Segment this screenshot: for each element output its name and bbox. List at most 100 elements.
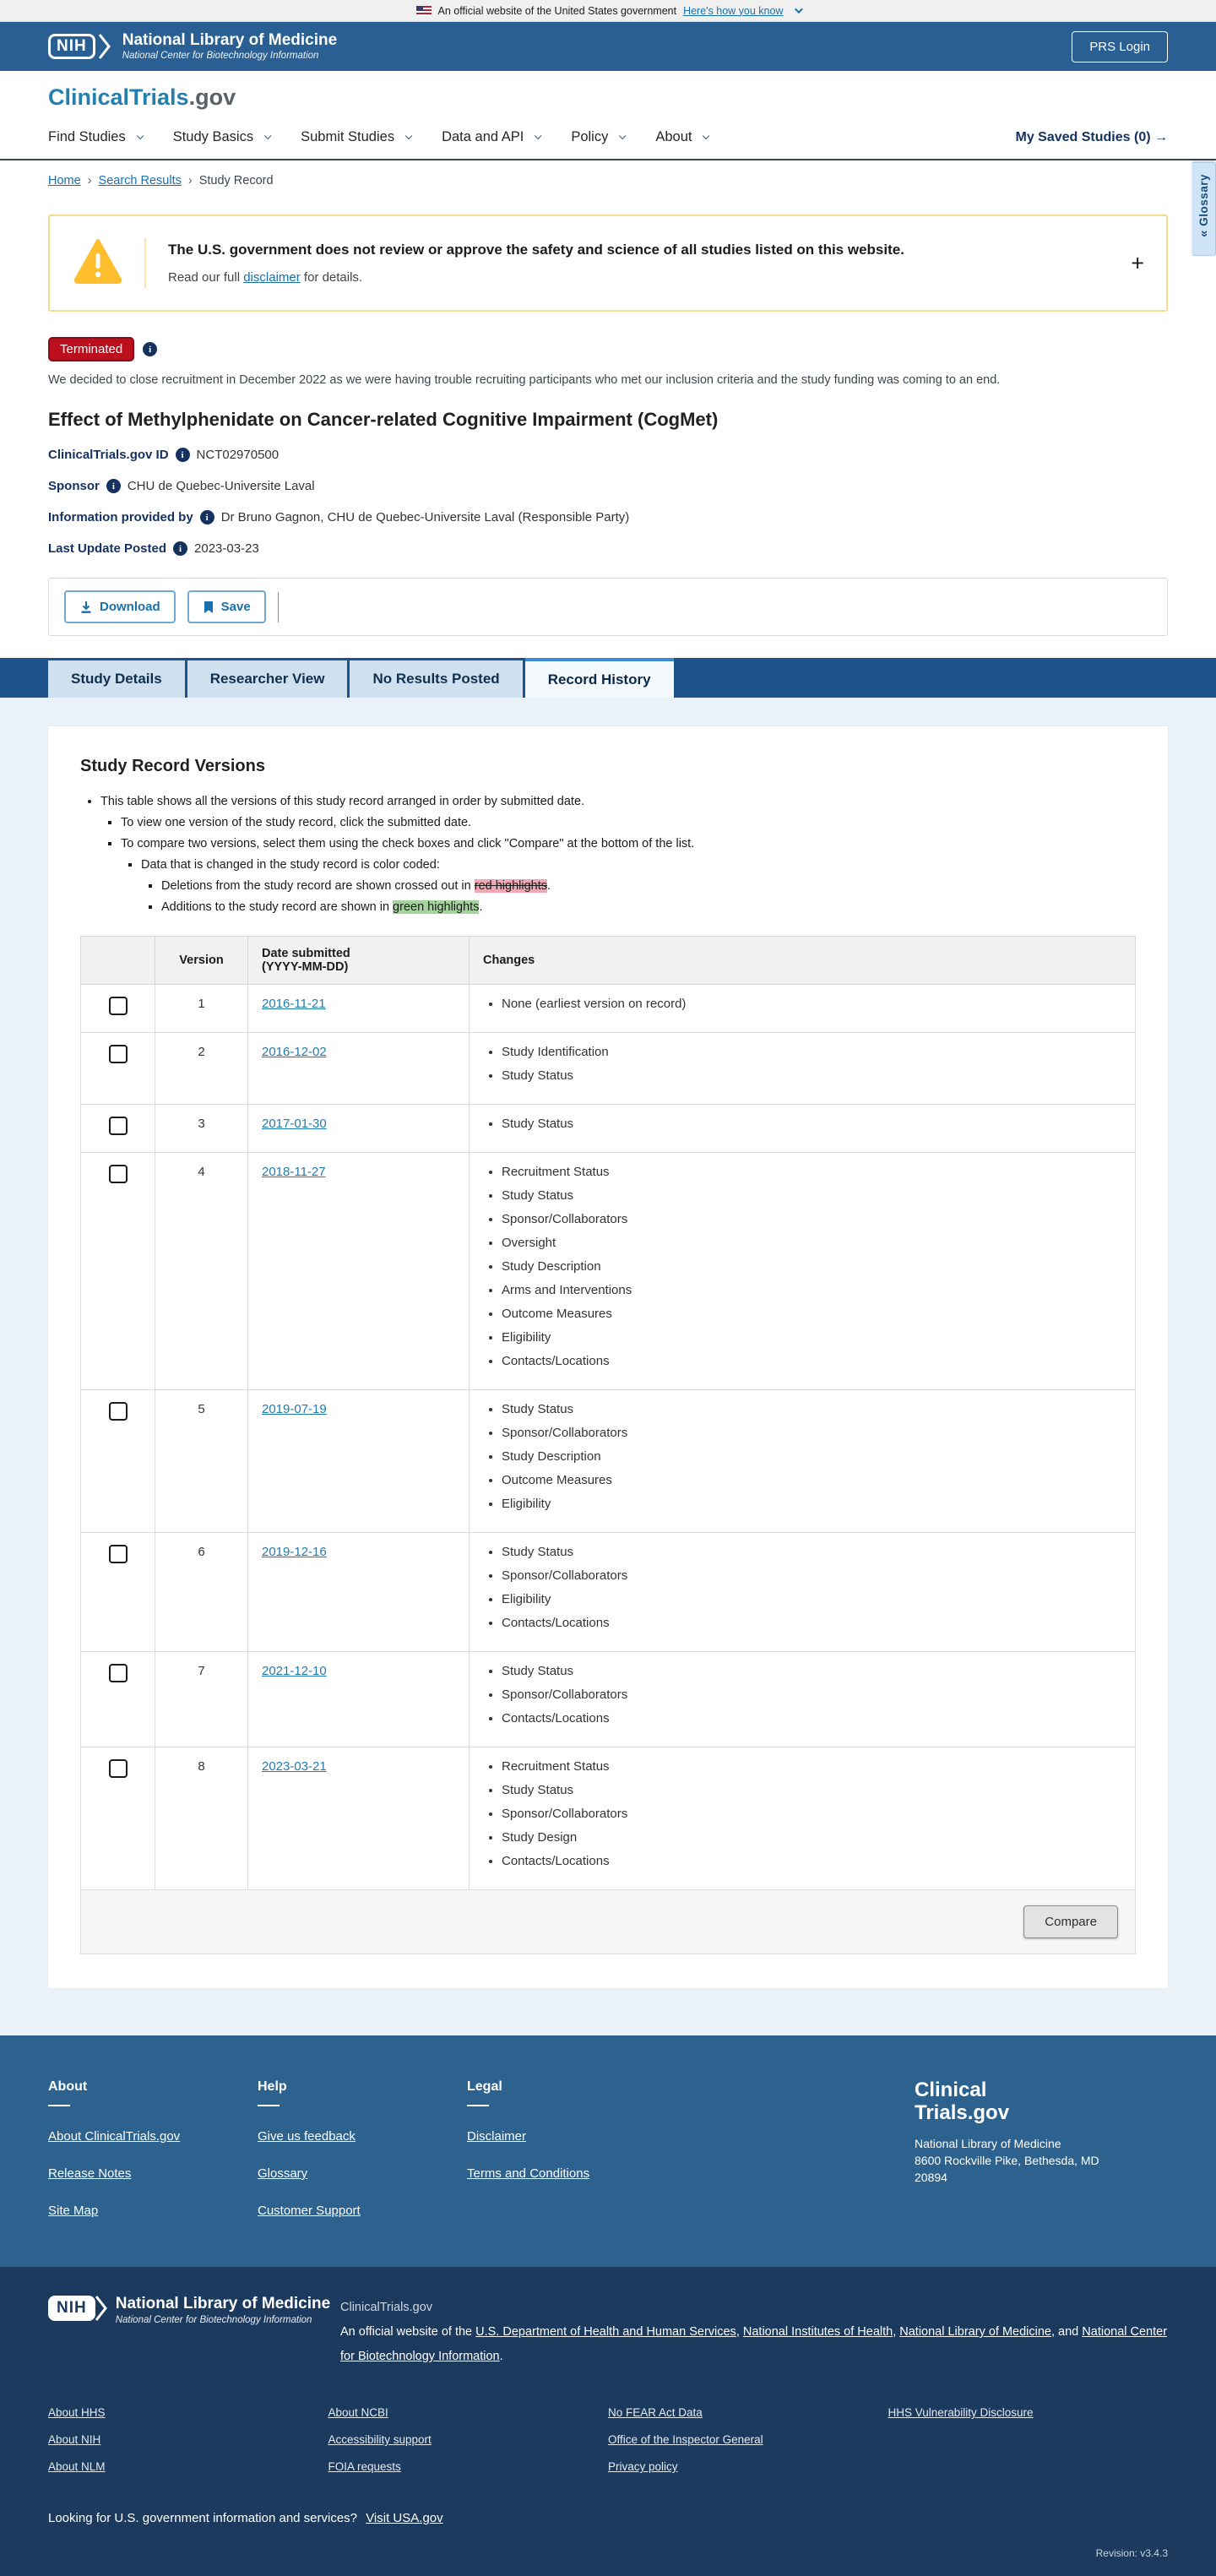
usa-gov-link[interactable]: Visit USA.gov (366, 2511, 443, 2525)
footer-link[interactable]: Site Map (48, 2204, 99, 2218)
footer-link[interactable]: About ClinicalTrials.gov (48, 2129, 181, 2144)
version-checkbox[interactable] (108, 1664, 128, 1682)
tab-no-results-posted[interactable]: No Results Posted (350, 660, 523, 698)
footer-link[interactable]: Glossary (258, 2166, 308, 2181)
nav-item[interactable]: Data and API (442, 129, 542, 145)
version-date-link[interactable]: 2019-12-16 (262, 1545, 327, 1559)
subfooter-link[interactable]: About NCBI (328, 2406, 388, 2419)
glossary-side-tab[interactable]: « Glossary (1192, 162, 1216, 256)
version-number-cell: 4 (155, 1152, 248, 1390)
study-id-label: ClinicalTrials.gov ID (48, 448, 169, 462)
disclaimer-link[interactable]: disclaimer (243, 270, 301, 285)
subfooter-link[interactable]: About NIH (48, 2433, 101, 2446)
info-icon[interactable]: i (173, 541, 188, 556)
chevron-down-icon[interactable] (794, 5, 803, 14)
expand-plus-icon[interactable]: + (1131, 250, 1144, 275)
hhs-link[interactable]: U.S. Department of Health and Human Serv… (475, 2325, 736, 2339)
version-date-link[interactable]: 2019-07-19 (262, 1402, 327, 1416)
nlm-link[interactable]: National Library of Medicine (899, 2325, 1051, 2339)
footer-column: About About ClinicalTrials.gov Release N… (48, 2079, 258, 2218)
info-icon[interactable]: i (199, 510, 214, 524)
nav-item[interactable]: Policy (571, 129, 627, 145)
subfooter-link[interactable]: FOIA requests (328, 2460, 401, 2473)
page-title: Effect of Methylphenidate on Cancer-rela… (48, 409, 719, 430)
subfooter-link[interactable]: About HHS (48, 2406, 106, 2419)
version-date-link[interactable]: 2016-12-02 (262, 1045, 327, 1059)
info-icon[interactable]: i (175, 448, 190, 462)
checkbox-cell (80, 1532, 155, 1652)
footer-link[interactable]: Release Notes (48, 2166, 132, 2181)
warning-body-suffix: for details. (300, 270, 363, 285)
footer-link[interactable]: Give us feedback (258, 2129, 356, 2144)
date-column-header: Date submitted (YYYY-MM-DD) (247, 936, 470, 985)
nav-item-label: About (655, 129, 692, 144)
footer-column-heading: Help (258, 2079, 287, 2094)
tab-study-details[interactable]: Study Details (48, 660, 185, 698)
info-icon[interactable]: i (143, 342, 158, 356)
info-icon[interactable]: i (106, 479, 121, 493)
site-logo[interactable]: ClinicalTrials.gov (48, 84, 1168, 111)
version-date-link[interactable]: 2023-03-21 (262, 1759, 327, 1774)
nav-item[interactable]: About (655, 129, 710, 145)
breadcrumb-separator: › (187, 174, 193, 187)
date-header-line2: (YYYY-MM-DD) (262, 960, 349, 974)
download-button[interactable]: Download (64, 590, 176, 623)
my-saved-studies-link[interactable]: My Saved Studies (0) → (1015, 129, 1169, 144)
nlm-logo-block[interactable]: NIH National Library of Medicine Nationa… (48, 2295, 340, 2369)
note-text: Data that is changed in the study record… (141, 858, 440, 872)
nih-link[interactable]: National Institutes of Health (742, 2325, 893, 2339)
chevron-down-icon (703, 132, 710, 139)
change-item: Eligibility (502, 1592, 1121, 1606)
compare-button[interactable]: Compare (1023, 1905, 1118, 1938)
subfooter-link[interactable]: Privacy policy (608, 2460, 678, 2473)
nav-item-label: Data and API (442, 129, 524, 144)
footer-link[interactable]: Customer Support (258, 2204, 361, 2218)
save-button[interactable]: Save (187, 590, 266, 623)
subfooter-link[interactable]: Office of the Inspector General (608, 2433, 763, 2446)
subfooter-link[interactable]: No FEAR Act Data (608, 2406, 703, 2419)
version-checkbox[interactable] (108, 1402, 128, 1421)
action-bar: Download Save (48, 578, 1168, 636)
versions-table-header-row: Version Date submitted (YYYY-MM-DD) Chan… (80, 936, 1136, 985)
version-checkbox[interactable] (108, 1165, 128, 1183)
breadcrumb: Home › Search Results › Study Record (0, 160, 1216, 196)
version-checkbox[interactable] (108, 1545, 128, 1563)
version-date-link[interactable]: 2017-01-30 (262, 1117, 327, 1131)
versions-notes: This table shows all the versions of thi… (80, 795, 1136, 914)
subfooter-link[interactable]: HHS Vulnerability Disclosure (888, 2406, 1034, 2419)
changes-cell: Recruitment Status Study Status Sponsor/… (469, 1152, 1136, 1390)
how-you-know-link[interactable]: Here's how you know (683, 4, 784, 17)
tab-record-history[interactable]: Record History (524, 658, 674, 698)
version-row: 3 2017-01-30 Study Status (80, 1104, 1136, 1153)
ncbi-link[interactable]: National Center for Biotechnology Inform… (340, 2325, 1168, 2363)
prs-login-button[interactable]: PRS Login (1072, 30, 1168, 62)
footer-heading-rule (467, 2105, 489, 2106)
subfooter-link-column: HHS Vulnerability Disclosure (888, 2406, 1169, 2487)
footer-link[interactable]: Disclaimer (467, 2129, 527, 2144)
version-date-link[interactable]: 2021-12-10 (262, 1664, 327, 1678)
version-row: 4 2018-11-27 Recruitment Status Study St… (80, 1152, 1136, 1390)
subfooter-link[interactable]: Accessibility support (328, 2433, 432, 2446)
nih-logo-chevron-icon (98, 34, 111, 59)
nav-item[interactable]: Find Studies (48, 129, 144, 145)
breadcrumb-search-results-link[interactable]: Search Results (98, 174, 182, 187)
version-checkbox[interactable] (108, 1045, 128, 1063)
version-checkbox[interactable] (108, 1759, 128, 1778)
version-date-link[interactable]: 2018-11-27 (262, 1165, 326, 1179)
note-text: This table shows all the versions of thi… (100, 795, 585, 808)
nav-item[interactable]: Submit Studies (301, 129, 413, 145)
nav-item[interactable]: Study Basics (173, 129, 272, 145)
change-item: Contacts/Locations (502, 1854, 1121, 1868)
footer-link[interactable]: Terms and Conditions (467, 2166, 590, 2181)
tab-researcher-view[interactable]: Researcher View (187, 660, 348, 698)
footer-address: National Library of Medicine 8600 Rockvi… (915, 2135, 1168, 2187)
save-button-label: Save (220, 600, 251, 614)
version-checkbox[interactable] (108, 1117, 128, 1135)
version-checkbox[interactable] (108, 997, 128, 1015)
usa-gov-row: Looking for U.S. government information … (48, 2511, 1168, 2525)
version-date-link[interactable]: 2016-11-21 (262, 997, 326, 1011)
breadcrumb-home-link[interactable]: Home (48, 174, 81, 187)
nih-logo[interactable]: NIH National Library of Medicine Nationa… (48, 31, 337, 61)
subfooter-link[interactable]: About NLM (48, 2460, 106, 2473)
record-history-section: Study Record Versions This table shows a… (0, 698, 1216, 2035)
